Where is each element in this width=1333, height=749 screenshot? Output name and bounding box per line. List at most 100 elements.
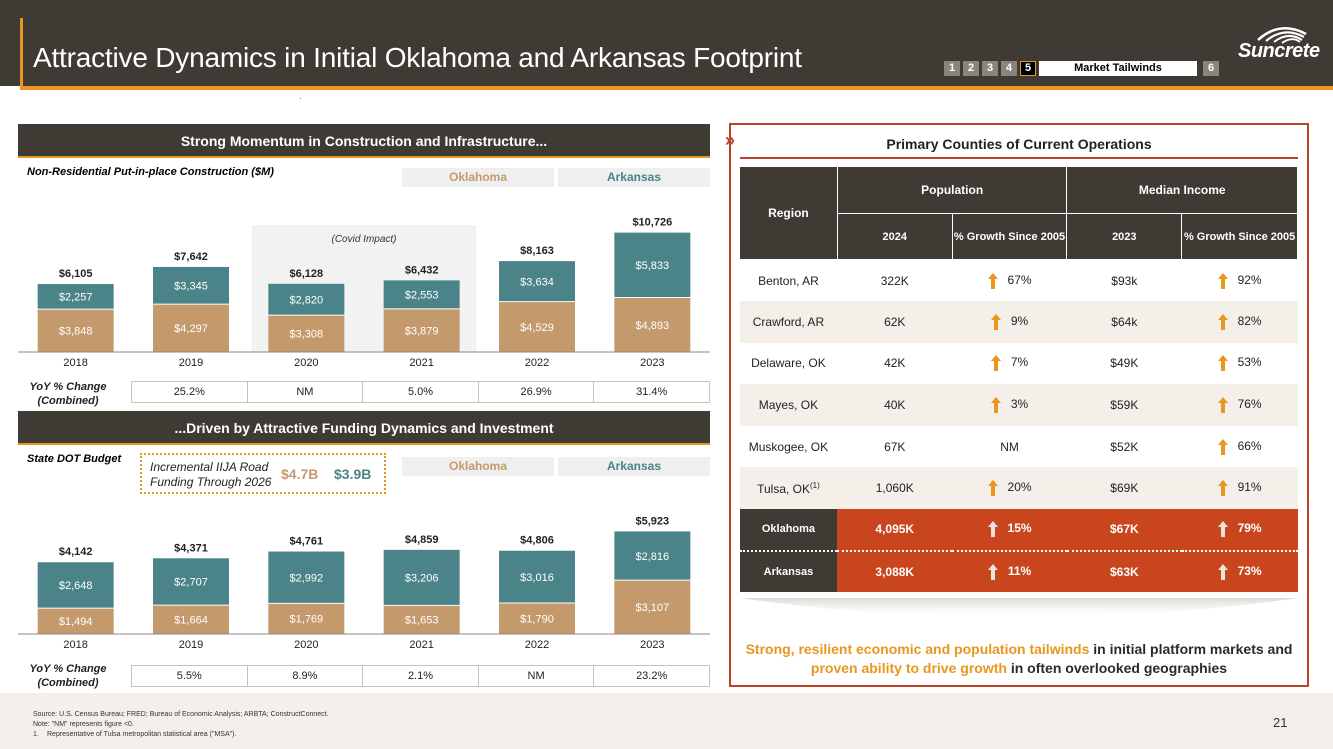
bar-arkansas — [383, 549, 460, 606]
yoy-cell: 5.0% — [363, 382, 479, 402]
bar-label-arkansas: $5,833 — [636, 260, 670, 272]
population-growth-cell-value: 11% — [1007, 564, 1032, 579]
x-tick-label: 2020 — [294, 357, 318, 369]
total-label: $4,142 — [59, 546, 93, 558]
up-arrow-icon — [990, 355, 1001, 372]
income-growth-cell: 92% — [1182, 260, 1298, 302]
nav-item-4[interactable]: 4 — [1001, 61, 1017, 76]
header-inc-growth: % Growth Since 2005 — [1181, 213, 1298, 260]
bar-label-oklahoma: $4,297 — [174, 323, 208, 335]
up-arrow-icon — [1217, 355, 1228, 372]
population-cell-value: 67K — [884, 439, 906, 454]
region-cell-value: Benton, AR — [758, 273, 819, 288]
population-growth-cell-value: 7% — [1010, 355, 1029, 370]
summary-row: Arkansas 3,088K 11% $63K 73% — [739, 549, 1298, 593]
population-cell-value: 4,095K — [875, 522, 915, 537]
population-cell-value: 42K — [884, 356, 906, 371]
bar-label-arkansas: $2,816 — [636, 551, 670, 563]
footer-bar — [0, 693, 1333, 749]
bar-oklahoma — [37, 608, 114, 634]
nav-item-2[interactable]: 2 — [963, 61, 979, 76]
population-cell: 3,088K — [837, 549, 953, 593]
bar-arkansas — [37, 562, 114, 609]
x-tick-label: 2022 — [525, 639, 549, 651]
summary-statement: Strong, resilient economic and populatio… — [740, 640, 1298, 678]
up-arrow-icon — [1217, 397, 1228, 414]
x-tick-label: 2023 — [640, 357, 664, 369]
table-row: Crawford, AR 62K 9% $64k 82% — [739, 301, 1298, 343]
up-arrow-icon — [987, 272, 998, 289]
yoy-row-bottom: 5.5% 8.9% 2.1% NM 23.2% — [131, 665, 710, 687]
income-cell-value: $49K — [1110, 356, 1139, 371]
population-growth-cell-value: 15% — [1007, 521, 1032, 536]
yoy-row-top: 25.2% NM 5.0% 26.9% 31.4% — [131, 381, 710, 403]
bar-label-oklahoma: $1,769 — [290, 614, 324, 626]
up-arrow-icon — [987, 521, 998, 538]
bar-oklahoma — [37, 309, 114, 352]
bar-arkansas — [268, 551, 345, 604]
population-cell: 322K — [837, 260, 952, 302]
income-cell: $67K — [1066, 509, 1182, 551]
population-growth-cell: NM — [952, 426, 1067, 468]
income-cell: $64k — [1066, 301, 1182, 343]
bar-label-oklahoma: $3,879 — [405, 325, 439, 337]
summary-highlight-2: proven ability to drive growth — [810, 660, 1007, 676]
x-tick-label: 2018 — [63, 357, 87, 369]
bar-label-oklahoma: $1,664 — [174, 615, 208, 627]
bar-arkansas — [499, 550, 575, 603]
population-cell: 67K — [837, 426, 952, 468]
population-cell: 62K — [837, 301, 953, 343]
population-cell: 4,095K — [837, 509, 953, 551]
bar-label-arkansas: $3,206 — [405, 573, 439, 585]
yoy-label-top: YoY % Change (Combined) — [29, 381, 107, 407]
nav-item-1[interactable]: 1 — [944, 61, 960, 76]
nav-item-6[interactable]: 6 — [1203, 61, 1219, 76]
section-nav: 1 2 3 4 5 Market Tailwinds 6 — [944, 61, 1219, 76]
x-tick-label: 2018 — [63, 639, 87, 651]
population-growth-cell-value: 3% — [1010, 397, 1029, 412]
income-growth-cell: 66% — [1182, 426, 1298, 468]
legend-oklahoma: Oklahoma — [402, 168, 554, 187]
table-row: Muskogee, OK 67K NM $52K 66% — [740, 426, 1298, 468]
total-label: $10,726 — [632, 217, 672, 229]
total-label: $6,128 — [290, 268, 324, 280]
region-cell: Mayes, OK — [739, 384, 838, 426]
income-cell: $59K — [1066, 384, 1182, 426]
population-cell: 1,060K — [837, 467, 953, 510]
bar-label-oklahoma: $1,790 — [520, 613, 554, 625]
population-cell: 42K — [837, 343, 952, 385]
state-cell: Oklahoma — [739, 509, 838, 551]
yoy-cell: 23.2% — [636, 670, 668, 682]
yoy-cell: 2.1% — [363, 666, 479, 686]
x-tick-label: 2021 — [409, 639, 433, 651]
header-accent-notch — [20, 18, 23, 90]
up-arrow-icon — [1217, 521, 1228, 538]
up-arrow-icon — [1217, 438, 1228, 455]
bar-arkansas — [153, 266, 229, 305]
income-cell-value: $67K — [1109, 522, 1139, 537]
population-growth-cell: 20% — [952, 467, 1067, 510]
bar-arkansas — [37, 284, 114, 310]
footnotes: Source: U.S. Census Bureau; FRED; Bureau… — [33, 710, 329, 740]
table-row: Tulsa, OK(1) 1,060K 20% $69K 91% — [739, 467, 1298, 510]
region-cell-value: Mayes, OK — [758, 398, 819, 413]
up-arrow-icon — [1217, 272, 1228, 289]
summary-highlight-1: Strong, resilient economic and populatio… — [745, 641, 1090, 657]
x-tick-label: 2019 — [179, 639, 203, 651]
bar-label-oklahoma: $3,107 — [636, 602, 670, 614]
bar-arkansas — [499, 261, 575, 302]
nm-note: Note: "NM" represents figure <0. — [33, 721, 134, 728]
population-growth-cell: 7% — [952, 343, 1067, 385]
yoy-cell: 5.5% — [132, 666, 248, 686]
income-cell: $52K — [1067, 426, 1182, 468]
construction-subtitle: Non-Residential Put-in-place Constructio… — [27, 166, 274, 178]
yoy-cell: 25.2% — [132, 382, 248, 402]
suncrete-logo-icon — [1257, 27, 1307, 44]
population-cell-value: 40K — [884, 398, 906, 413]
bar-label-oklahoma: $4,893 — [636, 320, 670, 332]
nav-item-3[interactable]: 3 — [982, 61, 998, 76]
region-cell-value: Tulsa, OK — [757, 481, 810, 496]
nav-item-5-active[interactable]: 5 — [1020, 61, 1036, 76]
nav-current-section[interactable]: Market Tailwinds — [1039, 61, 1197, 76]
bar-oklahoma — [268, 315, 345, 352]
